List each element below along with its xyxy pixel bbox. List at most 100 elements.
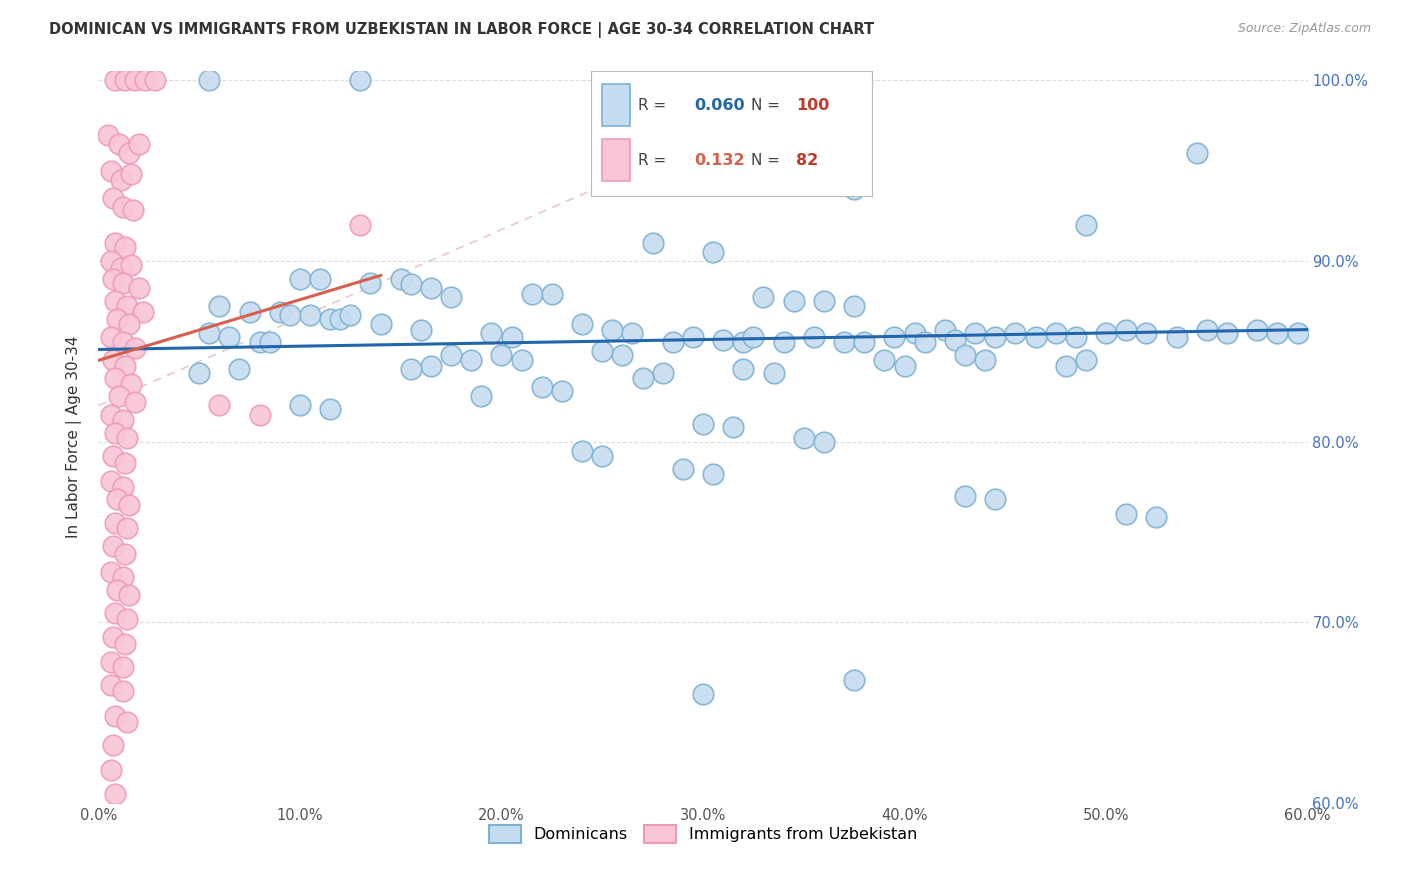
Point bbox=[128, 281, 150, 295]
Point bbox=[672, 461, 695, 475]
Point bbox=[711, 334, 734, 348]
Point bbox=[103, 425, 125, 440]
Point bbox=[832, 335, 855, 350]
Point bbox=[692, 417, 714, 431]
Point bbox=[269, 304, 291, 318]
Point bbox=[259, 335, 281, 350]
Point bbox=[602, 323, 624, 337]
Point bbox=[103, 73, 125, 87]
Point bbox=[844, 299, 866, 313]
Point bbox=[118, 498, 141, 512]
Point bbox=[661, 335, 683, 350]
Point bbox=[103, 371, 125, 385]
Point bbox=[114, 547, 136, 561]
Point bbox=[491, 348, 513, 362]
Point bbox=[124, 395, 146, 409]
Point bbox=[100, 475, 122, 489]
Text: N =: N = bbox=[751, 97, 780, 112]
Point bbox=[228, 362, 250, 376]
Point bbox=[953, 348, 976, 362]
Point bbox=[612, 348, 634, 362]
Point bbox=[1074, 218, 1097, 232]
Point bbox=[934, 323, 956, 337]
Text: DOMINICAN VS IMMIGRANTS FROM UZBEKISTAN IN LABOR FORCE | AGE 30-34 CORRELATION C: DOMINICAN VS IMMIGRANTS FROM UZBEKISTAN … bbox=[49, 22, 875, 38]
Point bbox=[103, 606, 125, 620]
Point bbox=[288, 272, 311, 286]
Point bbox=[803, 330, 825, 344]
Point bbox=[101, 738, 124, 752]
Point bbox=[692, 688, 714, 702]
Point bbox=[188, 366, 211, 380]
Point bbox=[118, 588, 141, 602]
Point bbox=[723, 420, 745, 434]
Point bbox=[100, 408, 122, 422]
Point bbox=[101, 272, 124, 286]
Point bbox=[762, 366, 785, 380]
Point bbox=[319, 402, 342, 417]
Point bbox=[143, 73, 166, 87]
Point bbox=[105, 582, 128, 597]
Point bbox=[107, 389, 129, 403]
Point bbox=[641, 235, 664, 250]
Point bbox=[349, 73, 371, 87]
Point bbox=[420, 281, 443, 295]
Point bbox=[742, 330, 765, 344]
Point bbox=[873, 353, 896, 368]
Point bbox=[883, 330, 905, 344]
Point bbox=[101, 191, 124, 205]
Point bbox=[124, 341, 146, 355]
Point bbox=[1246, 323, 1268, 337]
Point bbox=[1074, 353, 1097, 368]
Text: 100: 100 bbox=[796, 97, 830, 112]
Point bbox=[360, 276, 382, 290]
Point bbox=[103, 516, 125, 530]
Point bbox=[460, 353, 482, 368]
Point bbox=[974, 353, 997, 368]
Point bbox=[111, 413, 134, 427]
Point bbox=[783, 293, 806, 308]
Text: Source: ZipAtlas.com: Source: ZipAtlas.com bbox=[1237, 22, 1371, 36]
Point bbox=[278, 308, 301, 322]
Point bbox=[733, 362, 755, 376]
Point bbox=[904, 326, 927, 341]
Point bbox=[100, 254, 122, 268]
Point bbox=[953, 489, 976, 503]
Point bbox=[319, 311, 342, 326]
Point bbox=[111, 660, 134, 674]
Point bbox=[349, 218, 371, 232]
Point bbox=[105, 492, 128, 507]
Point bbox=[120, 167, 142, 181]
Point bbox=[115, 611, 138, 625]
Bar bbox=[602, 84, 630, 127]
Point bbox=[893, 359, 915, 373]
Point bbox=[114, 359, 136, 373]
Point bbox=[120, 258, 142, 272]
Point bbox=[100, 330, 122, 344]
Point bbox=[132, 304, 155, 318]
Point bbox=[651, 366, 673, 380]
Point bbox=[309, 272, 332, 286]
Point bbox=[111, 276, 134, 290]
Point bbox=[107, 136, 129, 151]
Point bbox=[1025, 330, 1047, 344]
Point bbox=[1267, 326, 1289, 341]
Point bbox=[105, 311, 128, 326]
Point bbox=[111, 683, 134, 698]
Point bbox=[114, 456, 136, 470]
Point bbox=[591, 344, 613, 359]
Point bbox=[110, 261, 132, 276]
Point bbox=[100, 655, 122, 669]
Text: 0.060: 0.060 bbox=[695, 97, 745, 112]
Point bbox=[1146, 510, 1168, 524]
Text: 82: 82 bbox=[796, 153, 818, 168]
Point bbox=[100, 678, 122, 692]
Point bbox=[115, 521, 138, 535]
Point bbox=[115, 714, 138, 729]
Point bbox=[208, 299, 231, 313]
Point bbox=[702, 145, 724, 160]
Point bbox=[103, 787, 125, 801]
Point bbox=[793, 431, 815, 445]
Point bbox=[1216, 326, 1239, 341]
Point bbox=[1135, 326, 1157, 341]
Point bbox=[100, 764, 122, 778]
